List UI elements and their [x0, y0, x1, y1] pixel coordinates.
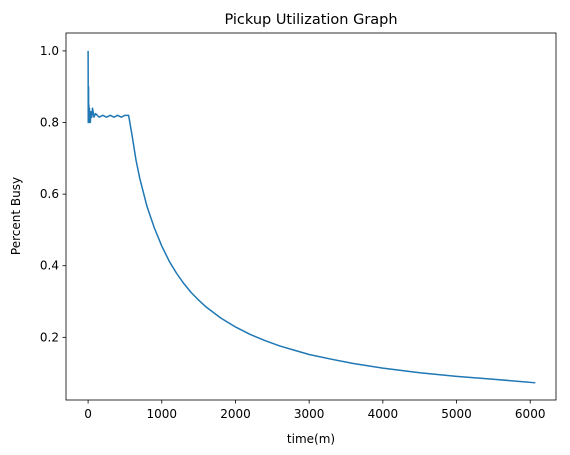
x-tick-label: 2000 — [220, 407, 251, 421]
x-axis-label: time(m) — [287, 432, 335, 446]
x-tick-label: 5000 — [441, 407, 472, 421]
x-tick-label: 0 — [84, 407, 92, 421]
y-tick-label: 0.6 — [40, 187, 59, 201]
x-tick-label: 1000 — [147, 407, 178, 421]
y-tick-label: 0.4 — [40, 259, 59, 273]
series-line — [87, 50, 536, 384]
y-axis-label: Percent Busy — [9, 177, 23, 255]
x-tick-label: 3000 — [294, 407, 325, 421]
x-tick-label: 4000 — [368, 407, 399, 421]
chart-title: Pickup Utilization Graph — [224, 12, 397, 28]
y-tick-label: 0.2 — [40, 330, 59, 344]
y-tick-label: 1.0 — [40, 44, 59, 58]
plot-frame — [65, 32, 557, 401]
y-tick-label: 0.8 — [40, 116, 59, 130]
x-tick-label: 6000 — [515, 407, 546, 421]
